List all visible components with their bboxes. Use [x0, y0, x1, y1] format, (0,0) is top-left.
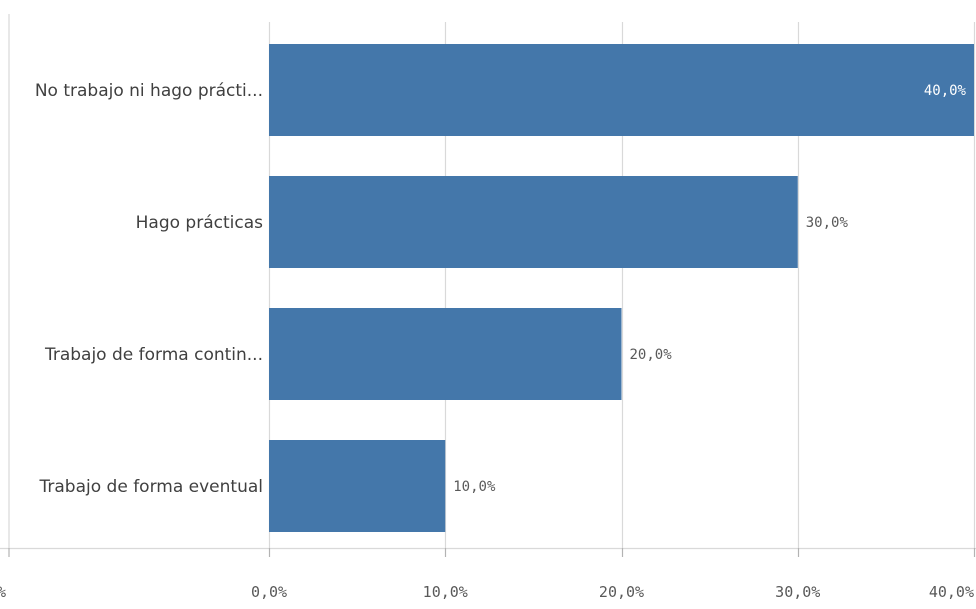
category-label-3: Trabajo de forma eventual — [39, 477, 263, 497]
value-label-3: 10,0% — [453, 479, 496, 495]
bar-0 — [269, 44, 974, 136]
bar-2 — [269, 308, 622, 400]
bar-1 — [269, 176, 798, 268]
x-tick-label-4: 40,0% — [929, 583, 974, 601]
category-label-0: No trabajo ni hago prácti... — [35, 81, 263, 101]
category-label-1: Hago prácticas — [136, 213, 263, 233]
x-axis: % 0,0% 10,0% 20,0% 30,0% 40,0% — [0, 547, 976, 601]
x-tick-label-0: 0,0% — [251, 583, 287, 601]
category-label-2: Trabajo de forma contin... — [44, 345, 263, 365]
value-label-0: 40,0% — [924, 83, 967, 99]
bar-3 — [269, 440, 446, 532]
value-label-1: 30,0% — [806, 215, 849, 231]
labels-layer: No trabajo ni hago prácti... 40,0% Hago pr… — [35, 81, 967, 497]
x-tick-label-1: 10,0% — [423, 583, 468, 601]
x-tick-label-2: 20,0% — [599, 583, 644, 601]
x-tick-label-clipped: % — [0, 583, 6, 601]
bars-layer — [269, 44, 974, 532]
x-tick-label-3: 30,0% — [775, 583, 820, 601]
value-label-2: 20,0% — [630, 347, 673, 363]
